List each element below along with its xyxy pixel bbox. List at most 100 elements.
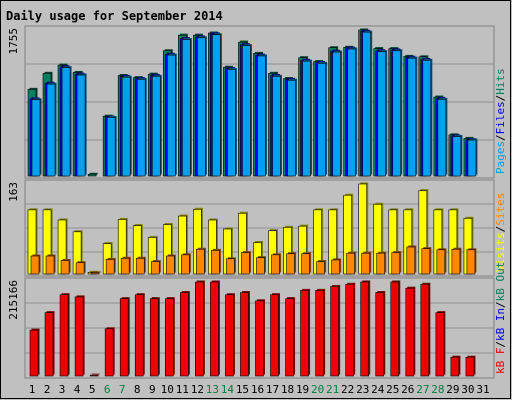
x-tick-label: 26: [401, 383, 414, 396]
x-tick-label: 12: [191, 383, 204, 396]
x-tick-label: 15: [236, 383, 249, 396]
chart-title: Daily usage for September 2014: [6, 9, 223, 23]
visits-sites-sites-bar: [165, 255, 175, 275]
visits-sites-sites-bar: [391, 252, 401, 275]
hits-files-pages-pages-bar: [317, 63, 326, 177]
visits-sites-sites-bar: [181, 254, 190, 275]
visits-sites-sites-bar: [421, 248, 431, 275]
hits-files-pages-legend-files: Files: [494, 101, 507, 134]
hits-files-pages-pages-bar: [227, 69, 236, 177]
hits-files-pages-pages-bar: [437, 99, 447, 177]
kbytes-kb-f-bar: [465, 356, 475, 377]
kbytes-legend: kB F/kB In/kB Out: [494, 262, 507, 374]
visits-sites-sites-bar: [346, 252, 355, 275]
hits-files-pages-pages-bar: [212, 34, 221, 177]
kbytes-kb-f-bar: [420, 283, 430, 377]
x-tick-label: 2: [44, 383, 51, 396]
visits-sites-sites-bar: [30, 255, 40, 275]
hits-files-pages-pages-bar: [467, 139, 477, 177]
visits-sites-sites-bar: [226, 258, 235, 275]
visits-sites-sites-bar: [331, 259, 340, 275]
x-tick-label: 10: [161, 383, 174, 396]
kbytes-kb-f-bar: [330, 286, 339, 377]
hits-files-pages-pages-bar: [392, 50, 402, 177]
x-tick-label: 19: [296, 383, 309, 396]
x-tick-label: 27: [416, 383, 429, 396]
kbytes-legend-kb-out: kB Out: [494, 262, 507, 302]
kbytes-kb-f-bar: [345, 283, 354, 377]
x-tick-label: 17: [266, 383, 279, 396]
x-tick-label: 24: [371, 383, 385, 396]
kbytes-kb-f-bar: [270, 294, 279, 377]
hits-files-pages-pages-bar: [272, 76, 281, 177]
visits-sites-ymax-label: 163: [7, 182, 20, 202]
hits-files-pages-pages-bar: [377, 51, 387, 177]
kbytes-kb-f-bar: [29, 329, 39, 377]
visits-sites-sites-bar: [196, 248, 205, 275]
kbytes-kb-f-bar: [390, 281, 400, 377]
kbytes-kb-f-bar: [405, 287, 415, 377]
kbytes-kb-f-bar: [315, 290, 324, 377]
x-tick-label: 14: [221, 383, 235, 396]
x-tick-label: 7: [119, 383, 126, 396]
hits-files-pages-pages-bar: [332, 51, 341, 177]
hits-files-pages-pages-bar: [452, 136, 462, 177]
visits-sites-legend-separator: /: [494, 226, 507, 233]
x-tick-label: 8: [134, 383, 141, 396]
x-tick-label: 30: [461, 383, 474, 396]
kbytes-kb-f-bar: [450, 356, 460, 377]
hits-files-pages-pages-bar: [106, 117, 116, 177]
kbytes-kb-f-bar: [149, 298, 159, 377]
visits-sites-sites-bar: [241, 252, 250, 275]
visits-sites-legend-sites: Sites: [494, 193, 507, 226]
visits-sites-sites-bar: [361, 252, 371, 275]
x-tick-label: 28: [431, 383, 444, 396]
x-tick-label: 23: [356, 383, 369, 396]
kbytes-ymax-label: 215166: [7, 280, 20, 320]
kbytes-kb-f-bar: [300, 290, 309, 377]
hits-files-pages-pages-bar: [76, 74, 86, 177]
hits-files-pages-hits-bar-shadow: [89, 172, 98, 175]
kbytes-kb-f-bar: [435, 312, 445, 377]
hits-files-pages-pages-bar: [242, 45, 251, 177]
kbytes-kb-f-bar: [285, 298, 294, 377]
visits-sites-sites-bar: [271, 254, 280, 275]
visits-sites-sites-bar: [436, 249, 446, 275]
x-tick-label: 25: [386, 383, 399, 396]
hits-files-pages-legend-separator: /: [494, 134, 507, 141]
hits-files-pages-hits-bar: [87, 173, 97, 177]
x-tick-label: 16: [251, 383, 264, 396]
kbytes-kb-f-bar: [164, 298, 174, 377]
hits-files-pages-pages-bar: [347, 48, 356, 177]
visits-sites-sites-bar: [90, 272, 100, 275]
visits-sites-sites-bar-shadow: [92, 271, 101, 273]
x-tick-label: 31: [476, 383, 489, 396]
kbytes-kb-f-bar: [255, 300, 264, 377]
visits-sites-sites-bar: [376, 252, 386, 275]
hits-files-pages-pages-bar: [302, 60, 311, 177]
hits-files-pages-pages-bar: [31, 99, 41, 177]
kbytes-kb-f-bar: [210, 281, 219, 377]
hits-files-pages-pages-bar: [287, 79, 296, 177]
visits-sites-sites-bar: [466, 249, 476, 275]
kbytes-kb-f-bar-shadow: [91, 373, 100, 375]
hits-files-pages-pages-bar: [61, 67, 71, 177]
x-tick-label: 11: [176, 383, 189, 396]
visits-sites-sites-bar: [60, 260, 70, 275]
visits-sites-sites-bar: [256, 257, 265, 275]
visits-sites-sites-bar: [451, 248, 461, 275]
kbytes-kb-f-bar: [59, 294, 69, 377]
hits-files-pages-pages-bar: [257, 55, 266, 177]
visits-sites-legend: Visits/Sites: [494, 193, 507, 272]
hits-files-pages-pages-bar: [422, 60, 432, 177]
visits-sites-sites-bar: [211, 250, 220, 275]
kbytes-kb-f-bar: [375, 292, 385, 377]
kbytes-legend-separator: /: [494, 341, 507, 348]
x-tick-label: 4: [74, 383, 81, 396]
x-tick-label: 22: [341, 383, 354, 396]
visits-sites-sites-bar: [406, 246, 416, 275]
x-axis-labels: 1 2 3 4 5 6 7 8 9 10 11 12 13 14 15 16 17 18 19 20 21 22 23 24 2…: [29, 383, 490, 396]
